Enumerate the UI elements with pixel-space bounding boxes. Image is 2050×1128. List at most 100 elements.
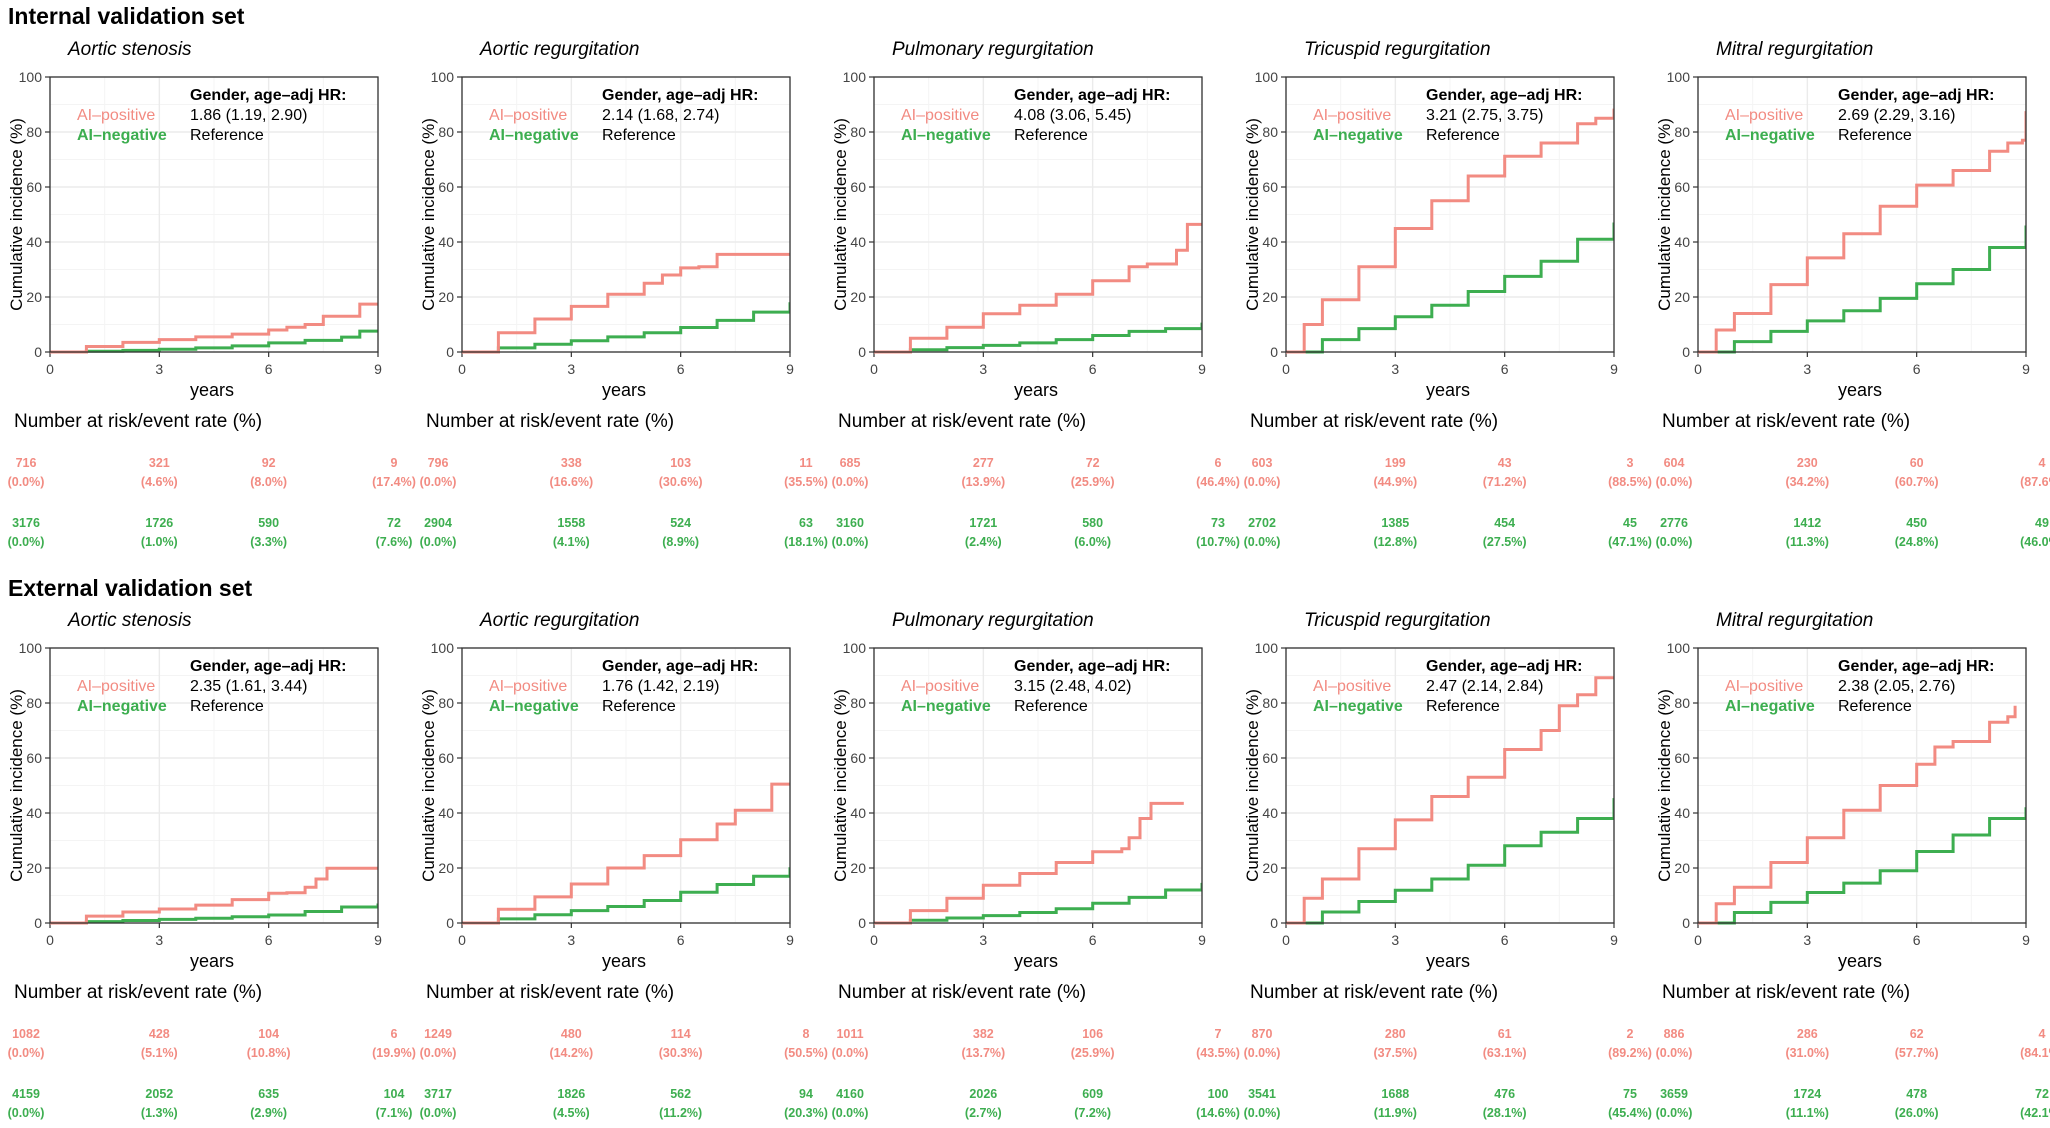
x-tick-label: 9 <box>2022 361 2030 377</box>
y-tick-label: 60 <box>1262 179 1278 195</box>
risk-negative-rate: (0.0%) <box>1244 535 1281 549</box>
risk-positive-rate: (88.5%) <box>1608 475 1652 489</box>
risk-positive-n: 106 <box>1082 1027 1103 1041</box>
risk-positive-rate: (0.0%) <box>420 475 457 489</box>
y-tick-label: 60 <box>850 179 866 195</box>
panel-title: Tricuspid regurgitation <box>1304 610 1491 631</box>
hr-header: Gender, age–adj HR: <box>1426 658 1583 675</box>
risk-negative-rate: (0.0%) <box>832 1106 869 1120</box>
y-axis-label: Cumulative incidence (%) <box>419 689 438 882</box>
y-tick-label: 60 <box>26 179 42 195</box>
risk-positive-rate: (43.5%) <box>1196 1046 1240 1060</box>
legend-ai-positive: AI–positive <box>77 678 155 695</box>
risk-positive-n: 796 <box>428 456 449 470</box>
risk-positive-rate: (5.1%) <box>141 1046 178 1060</box>
series-ai-positive <box>50 302 378 354</box>
risk-positive-n: 1082 <box>12 1027 40 1041</box>
risk-negative-rate: (18.1%) <box>784 535 828 549</box>
y-tick-label: 100 <box>431 640 455 656</box>
y-tick-label: 20 <box>1674 860 1690 876</box>
legend-ai-negative: AI–negative <box>901 127 991 144</box>
risk-positive-rate: (87.6%) <box>2020 475 2050 489</box>
x-tick-label: 6 <box>1089 932 1097 948</box>
risk-positive-n: 92 <box>262 456 276 470</box>
hr-value: 3.21 (2.75, 3.75) <box>1426 107 1543 124</box>
risk-title: Number at risk/event rate (%) <box>838 411 1086 432</box>
y-tick-label: 60 <box>1674 179 1690 195</box>
panel-1-4: Mitral regurgitation 0 20 40 60 80 100 0 3 6 9 year… <box>1655 610 2050 1120</box>
y-tick-label: 60 <box>438 179 454 195</box>
legend-ai-negative: AI–negative <box>77 127 167 144</box>
series-ai-negative <box>50 903 378 925</box>
hr-value: 2.35 (1.61, 3.44) <box>190 678 307 695</box>
legend-ai-negative: AI–negative <box>489 698 579 715</box>
risk-negative-rate: (42.1%) <box>2020 1106 2050 1120</box>
risk-positive-rate: (60.7%) <box>1895 475 1939 489</box>
series-ai-positive <box>874 222 1202 354</box>
risk-negative-rate: (7.6%) <box>376 535 413 549</box>
x-axis-label: years <box>1426 380 1470 400</box>
x-tick-label: 3 <box>1391 932 1399 948</box>
x-tick-label: 6 <box>677 361 685 377</box>
x-tick-label: 0 <box>46 361 54 377</box>
risk-negative-n: 450 <box>1906 516 1927 530</box>
risk-negative-n: 75 <box>1623 1087 1637 1101</box>
risk-title: Number at risk/event rate (%) <box>426 982 674 1003</box>
risk-positive-n: 6 <box>1215 456 1222 470</box>
plot-border <box>49 76 379 353</box>
y-tick-label: 80 <box>438 124 454 140</box>
risk-negative-rate: (0.0%) <box>1656 535 1693 549</box>
x-tick-label: 6 <box>265 361 273 377</box>
x-tick-label: 6 <box>1501 932 1509 948</box>
y-tick-label: 100 <box>843 69 867 85</box>
risk-negative-n: 454 <box>1494 516 1515 530</box>
x-axis-label: years <box>602 380 646 400</box>
panel-0-2: Pulmonary regurgitation 0 20 40 60 80 100 0 3 6 9 y… <box>831 39 1240 549</box>
risk-negative-rate: (2.4%) <box>965 535 1002 549</box>
risk-positive-rate: (0.0%) <box>420 1046 457 1060</box>
series-ai-positive <box>1698 705 2017 925</box>
risk-positive-n: 72 <box>1086 456 1100 470</box>
section-0: Internal validation set Aortic stenosis 0 2… <box>7 3 2050 549</box>
legend-ai-positive: AI–positive <box>1313 678 1391 695</box>
risk-positive-n: 61 <box>1498 1027 1512 1041</box>
y-tick-label: 100 <box>19 640 43 656</box>
risk-negative-n: 609 <box>1082 1087 1103 1101</box>
risk-positive-rate: (71.2%) <box>1483 475 1527 489</box>
x-tick-label: 0 <box>1694 932 1702 948</box>
hr-value: 2.14 (1.68, 2.74) <box>602 107 719 124</box>
y-tick-label: 80 <box>850 695 866 711</box>
legend-ai-negative: AI–negative <box>489 127 579 144</box>
y-tick-label: 100 <box>19 69 43 85</box>
risk-negative-rate: (47.1%) <box>1608 535 1652 549</box>
risk-negative-rate: (10.7%) <box>1196 535 1240 549</box>
risk-positive-n: 7 <box>1215 1027 1222 1041</box>
plot-border <box>461 76 791 353</box>
risk-negative-rate: (0.0%) <box>832 535 869 549</box>
risk-negative-rate: (0.0%) <box>8 535 45 549</box>
x-axis-label: years <box>190 380 234 400</box>
hr-reference: Reference <box>190 698 264 715</box>
risk-positive-n: 338 <box>561 456 582 470</box>
series-ai-positive <box>874 801 1184 925</box>
x-tick-label: 0 <box>458 361 466 377</box>
legend-ai-negative: AI–negative <box>1725 127 1815 144</box>
y-tick-label: 100 <box>1255 640 1279 656</box>
legend-ai-negative: AI–negative <box>1725 698 1815 715</box>
risk-negative-n: 104 <box>384 1087 405 1101</box>
panel-title: Tricuspid regurgitation <box>1304 39 1491 60</box>
y-tick-label: 80 <box>26 695 42 711</box>
risk-positive-n: 2 <box>1627 1027 1634 1041</box>
risk-positive-rate: (25.9%) <box>1071 475 1115 489</box>
risk-positive-n: 604 <box>1664 456 1685 470</box>
y-tick-label: 80 <box>438 695 454 711</box>
risk-negative-n: 3717 <box>424 1087 452 1101</box>
risk-negative-rate: (26.0%) <box>1895 1106 1939 1120</box>
panel-1-0: Aortic stenosis 0 20 40 60 80 100 0 3 6 9 years Cumu… <box>7 610 416 1120</box>
legend-ai-negative: AI–negative <box>1313 127 1403 144</box>
risk-negative-rate: (0.0%) <box>420 1106 457 1120</box>
risk-positive-n: 321 <box>149 456 170 470</box>
risk-positive-rate: (0.0%) <box>1656 1046 1693 1060</box>
hr-reference: Reference <box>602 698 676 715</box>
risk-negative-n: 580 <box>1082 516 1103 530</box>
